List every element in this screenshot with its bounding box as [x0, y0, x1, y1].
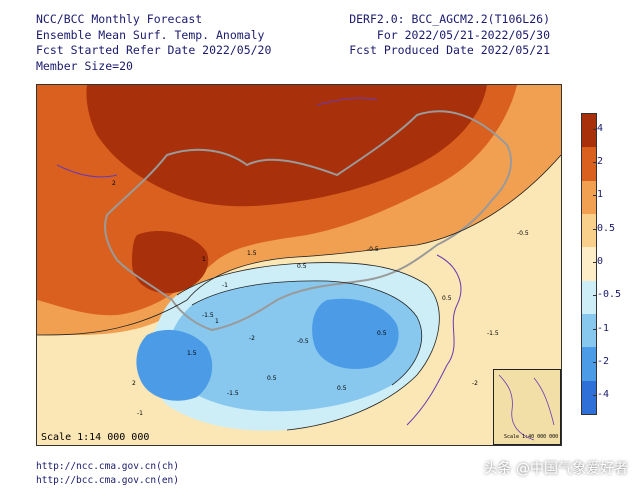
colorbar-tick-label: 2 [592, 156, 604, 167]
colorbar-tick-label: -1 [592, 322, 610, 334]
contour-line [37, 154, 561, 336]
colorbar-tick-label: -0.5 [592, 289, 622, 301]
contour-label: 1 [202, 256, 206, 263]
anomaly-area-minus-2 [136, 329, 213, 401]
title-line-1: NCC/BCC Monthly Forecast [36, 12, 203, 26]
contour-label: 0.5 [377, 330, 387, 337]
contour-label: -1.5 [202, 312, 214, 319]
contour-label: 2 [132, 380, 136, 387]
produced-date: Fcst Produced Date 2022/05/21 [349, 43, 550, 57]
contour-label: -0.5 [297, 338, 309, 345]
anomaly-map: 2 1 1.5 0.5 -0.5 -1 -1.5 -2 -0.5 0.5 1 1.5 2 -1 -1.5 0.… [36, 84, 562, 446]
contour-line [191, 280, 423, 386]
title-line-3: Fcst Started Refer Date 2022/05/20 [36, 43, 272, 57]
anomaly-area-minus-2-east [312, 298, 399, 369]
coastline-north [56, 97, 378, 178]
colorbar-tick-label: 0 [592, 256, 604, 267]
contour-label: 0.5 [297, 263, 307, 270]
contour-label: -0.5 [367, 246, 379, 253]
inset-scale-label: Scale 1:40 000 000 [504, 434, 558, 440]
inset-coastline [498, 374, 555, 441]
colorbar-tick-label: 4 [592, 122, 604, 134]
contour-label: 1 [215, 318, 219, 325]
anomaly-area-over-4 [86, 85, 488, 207]
forecast-period: For 2022/05/21-2022/05/30 [376, 27, 550, 42]
title-line-4: Member Size=20 [36, 58, 133, 73]
colorbar-segment [582, 114, 596, 148]
colorbar-segment [582, 380, 596, 414]
contour-label: 0.5 [267, 375, 277, 382]
border-outline [104, 110, 512, 332]
contour-label: -1 [222, 282, 228, 289]
contour-label: -1.5 [487, 330, 499, 337]
contour-label: 1.5 [247, 250, 257, 257]
model-label: DERF2.0: BCC_AGCM2.2(T106L26) [349, 12, 550, 26]
colorbar-tick-label: 0.5 [592, 222, 616, 234]
contour-label: 0.5 [442, 295, 452, 302]
header-left: NCC/BCC Monthly Forecast Ensemble Mean S… [36, 12, 271, 74]
contour-label: -1.5 [227, 390, 239, 397]
colorbar-segment [582, 347, 596, 381]
south-china-sea-inset: Scale 1:40 000 000 [493, 369, 561, 445]
colorbar-segment [582, 280, 596, 314]
colorbar-tick-label: -4 [592, 389, 610, 401]
contour-label: -2 [472, 380, 478, 387]
colorbar-tick-label: 1 [592, 189, 604, 201]
colorbar-segment [582, 247, 596, 281]
contour-line [176, 262, 440, 431]
colorbar [581, 113, 597, 415]
colorbar-segment [582, 180, 596, 214]
contour-label: -2 [249, 335, 255, 342]
colorbar-segment [582, 147, 596, 181]
header-right: DERF2.0: BCC_AGCM2.2(T106L26) For 2022/0… [349, 12, 550, 59]
footer-link-ch[interactable]: http://ncc.cma.gov.cn(ch) [36, 461, 179, 472]
scale-label: Scale 1:14 000 000 [41, 432, 150, 443]
footer-link-en[interactable]: http://bcc.cma.gov.cn(en) [36, 475, 179, 486]
contour-label: 1.5 [187, 350, 197, 357]
coastline [406, 254, 462, 426]
map-canvas: 2 1 1.5 0.5 -0.5 -1 -1.5 -2 -0.5 0.5 1 1.5 2 -1 -1.5 0.… [37, 85, 561, 445]
watermark: 头条 @中国气象爱好者 [483, 461, 628, 477]
colorbar-tick-label: -2 [592, 356, 610, 367]
colorbar-segment [582, 314, 596, 348]
contour-label: -0.5 [517, 230, 529, 237]
anomaly-area-west-core [132, 231, 209, 294]
title-line-2: Ensemble Mean Surf. Temp. Anomaly [36, 27, 265, 42]
contour-label: -1 [137, 410, 143, 417]
contour-label: 2 [112, 180, 116, 187]
colorbar-segment [582, 214, 596, 248]
inset-canvas: Scale 1:40 000 000 [498, 374, 558, 441]
contour-label: 0.5 [337, 385, 347, 392]
